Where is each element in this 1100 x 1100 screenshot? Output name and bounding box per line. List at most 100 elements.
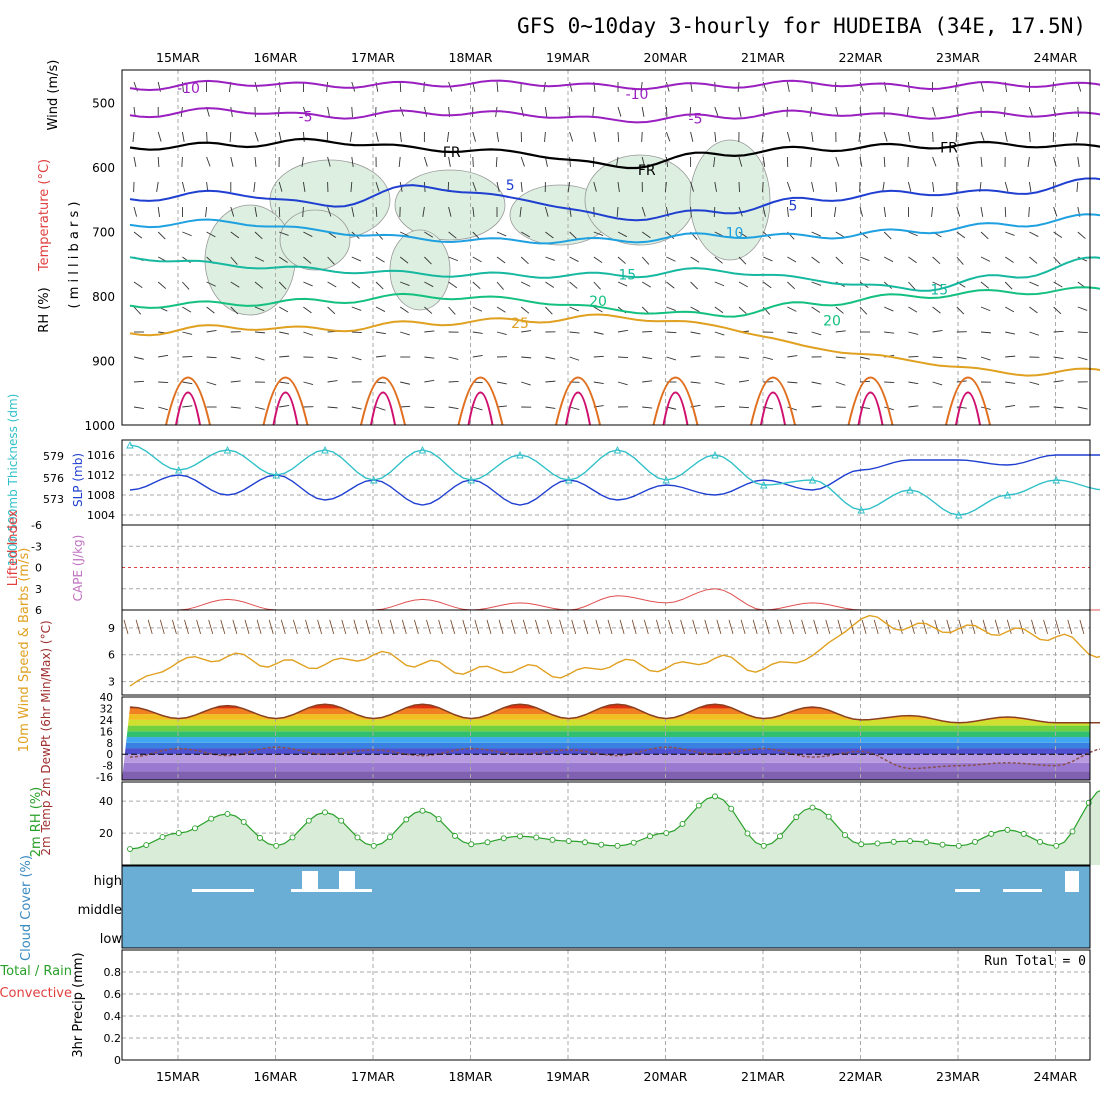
wind-barb [884, 381, 895, 383]
rh-marker [972, 838, 978, 845]
thk-tick-573: 573 [43, 493, 64, 506]
wind-tick-3: 3 [108, 676, 115, 689]
rh-marker [452, 832, 458, 839]
wind-barb [1005, 404, 1016, 408]
thickness-marker [516, 450, 524, 459]
wind-barb [835, 330, 846, 333]
wind-barb [617, 356, 629, 358]
wind-barb [593, 355, 604, 358]
rh-marker [549, 836, 556, 843]
temp-30-contour [165, 376, 211, 426]
wind10-barb [668, 619, 673, 635]
wind-barb [327, 156, 331, 167]
thickness-marker [955, 510, 963, 519]
rh-tick-40: 40 [99, 795, 113, 808]
precip-tick-0.2: 0.2 [104, 1032, 122, 1045]
wind-barb [182, 331, 193, 335]
wind-barb [690, 131, 694, 142]
wind-barb [908, 405, 919, 408]
wind-barb [617, 106, 622, 117]
wind-barb [1004, 281, 1013, 290]
wind-barb [1029, 381, 1040, 386]
wind10-barb [692, 619, 698, 635]
wind10-barb [898, 619, 903, 635]
isotherm--10 [129, 79, 1100, 92]
rh-shade-5 [689, 139, 771, 261]
wind-barb [520, 231, 531, 238]
date-label-top-17MAR: 17MAR [351, 50, 395, 65]
rh-frame [121, 781, 1091, 866]
wind-barb [883, 131, 888, 142]
wind-barb [182, 356, 193, 358]
wind-barb [375, 131, 379, 142]
rh-shade-4 [204, 204, 296, 316]
wind-barb [351, 256, 362, 262]
wind-barb [811, 131, 814, 142]
wind-barb [980, 331, 992, 334]
wind-barb [496, 381, 507, 385]
wind-barb [593, 131, 597, 142]
wind-barb [424, 379, 435, 383]
wind10-barb [559, 619, 564, 635]
ylabel-cape: CAPE (J/kg) [71, 535, 85, 602]
temp-tick-0: 0 [106, 749, 113, 761]
wind10-barb [1067, 619, 1073, 635]
thickness-marker [418, 445, 427, 454]
upper-frame [121, 69, 1091, 426]
wind-barb [521, 381, 531, 386]
wind-barb [545, 406, 556, 409]
temp-band-10 [122, 708, 1090, 715]
rh-shade-7 [279, 209, 351, 271]
wind-barb [859, 256, 870, 262]
cloud-frame [121, 865, 1091, 949]
rh-marker [955, 842, 962, 849]
y-tick-1000: 1000 [84, 419, 115, 433]
y-tick-500: 500 [92, 96, 115, 110]
wind-barb [786, 181, 792, 192]
thickness-marker [175, 465, 183, 474]
wind-barb [1029, 331, 1040, 336]
wind10-barb [861, 619, 867, 635]
slp-tick-1012: 1012 [87, 469, 115, 482]
wind-barb [980, 256, 991, 262]
temp-35-contour [857, 391, 884, 426]
rh-marker [224, 810, 231, 817]
date-label-top-23MAR: 23MAR [936, 50, 980, 65]
wind-barb [1053, 330, 1064, 333]
wind-barb [1028, 106, 1033, 117]
wind-barb [519, 206, 522, 217]
rh-marker [1053, 842, 1060, 849]
ylabel-precip-total: Total / Rain [0, 964, 72, 979]
temp-35-contour [175, 391, 201, 426]
wind10-barb [377, 619, 383, 635]
wind-barb [932, 181, 935, 192]
precip-tick-0.4: 0.4 [104, 1010, 122, 1023]
temp-35-contour [467, 391, 494, 426]
wind-barb [666, 281, 675, 289]
wind-barb [544, 131, 546, 143]
wind10-barb [716, 619, 722, 635]
rh-marker [842, 832, 848, 839]
rh-marker [419, 807, 426, 814]
wind-barb [521, 330, 532, 333]
rh-marker [127, 846, 133, 852]
wind-barb [932, 329, 943, 333]
wind-barb [230, 306, 239, 315]
wind-barb [835, 156, 840, 167]
wind10-barb [1079, 619, 1085, 635]
wind-barb [738, 356, 749, 359]
wind-barb [1053, 256, 1061, 265]
date-label-top-15MAR: 15MAR [156, 50, 200, 65]
rh-marker [1004, 826, 1011, 833]
wind-barb [424, 306, 433, 314]
temp-tick-8: 8 [106, 738, 113, 750]
cloud-level-middle: middle [78, 903, 122, 918]
wind-barb [545, 380, 556, 383]
cloud-high-strip-3 [1003, 889, 1042, 892]
wind-barb [400, 381, 411, 385]
temp-tick-40: 40 [100, 692, 113, 704]
wind-barb [811, 181, 815, 192]
wind-barb [230, 380, 241, 383]
temp-30-contour [847, 376, 894, 426]
wind-barb [1004, 256, 1014, 263]
